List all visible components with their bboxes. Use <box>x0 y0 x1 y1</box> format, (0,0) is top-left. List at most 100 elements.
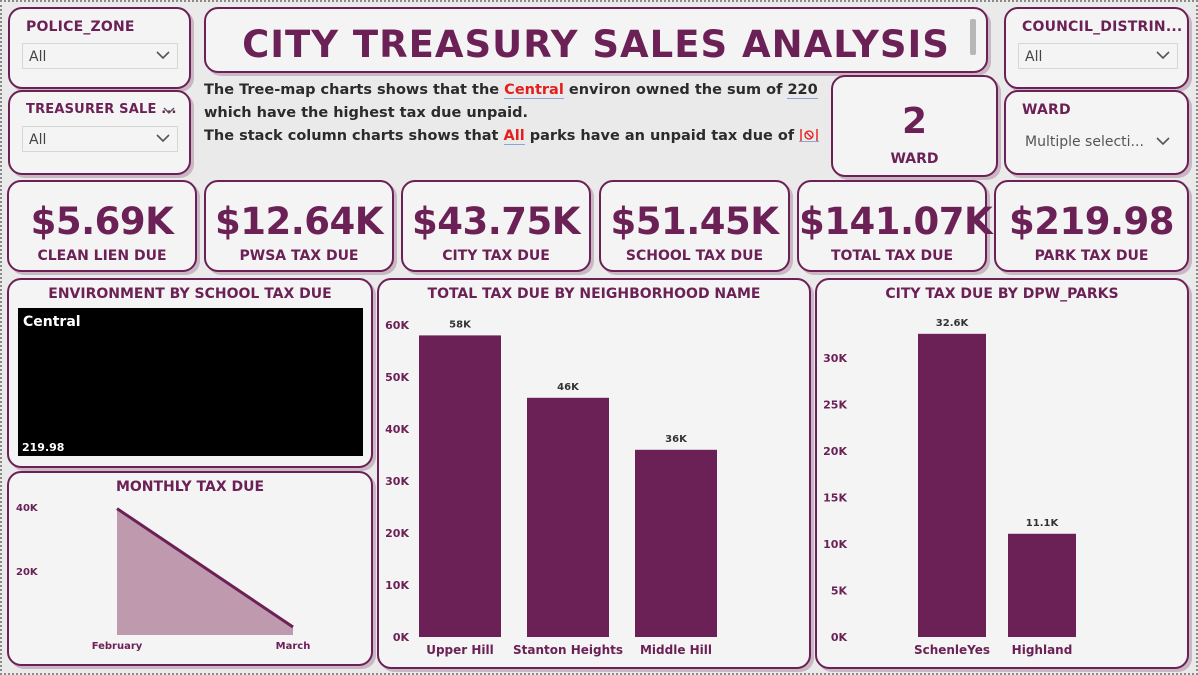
kpi-value: $12.64K <box>215 200 383 243</box>
chart-title: ENVIRONMENT BY SCHOOL TAX DUE <box>48 286 332 302</box>
kpi-value: $43.75K <box>412 200 580 243</box>
error-icon <box>799 127 820 142</box>
police-zone-dropdown[interactable]: All <box>22 43 178 69</box>
monthly-area-panel[interactable]: MONTHLY TAX DUE 40K 20K February March <box>7 471 373 666</box>
bar <box>1008 533 1076 637</box>
data-label: 36K <box>665 434 688 445</box>
data-label: 11.1K <box>1026 518 1060 529</box>
narrative-value: 220 <box>787 82 818 99</box>
area-fill <box>117 508 293 635</box>
kpi-label: CITY TAX DUE <box>442 248 550 264</box>
bar <box>918 333 986 637</box>
smart-narrative: The Tree-map charts shows that the Centr… <box>204 79 824 148</box>
treasurer-sale-slicer[interactable]: TREASURER SALE ... All <box>8 90 191 175</box>
chevron-down-icon[interactable] <box>155 130 170 144</box>
kpi-park-tax-due: $219.98 PARK TAX DUE <box>994 180 1189 272</box>
narrative-line: The stack column charts shows that All p… <box>204 125 824 148</box>
y-tick-label: 0K <box>393 631 410 644</box>
treemap-tile-central[interactable]: Central 219.98 <box>18 308 363 456</box>
chevron-down-icon[interactable] <box>1155 47 1170 61</box>
kpi-pwsa-tax-due: $12.64K PWSA TAX DUE <box>204 180 394 272</box>
y-tick-label: 20K <box>16 567 39 578</box>
neighborhood-bar-panel[interactable]: TOTAL TAX DUE BY NEIGHBORHOOD NAME 60K 50… <box>377 278 811 669</box>
ward-count-value: 2 <box>901 101 928 142</box>
council-district-dropdown[interactable]: All <box>1018 43 1178 69</box>
treasurer-sale-dropdown[interactable]: All <box>22 126 178 152</box>
neighborhood-bar-chart: 60K 50K 40K 30K 20K 10K 0K 58K Upper Hill 46K Stan… <box>385 319 717 657</box>
title-card: CITY TREASURY SALES ANALYSIS <box>204 7 988 73</box>
ward-count-label: WARD <box>890 151 939 167</box>
x-tick-label: Middle Hill <box>640 643 712 657</box>
treemap-tile-label: Central <box>23 314 81 330</box>
kpi-value: $5.69K <box>30 200 174 243</box>
kpi-value: $51.45K <box>610 200 779 243</box>
kpi-label: PWSA TAX DUE <box>239 248 359 264</box>
y-tick-label: 20K <box>385 527 409 540</box>
bar <box>635 449 717 637</box>
chart-title: CITY TAX DUE BY DPW_PARKS <box>885 286 1119 302</box>
y-tick-label: 10K <box>385 579 409 592</box>
police-zone-slicer[interactable]: POLICE_ZONE All <box>8 7 191 89</box>
dropdown-value: All <box>29 132 47 148</box>
x-tick-label: Highland <box>1012 643 1073 657</box>
y-tick-label: 5K <box>831 585 848 598</box>
dropdown-value: Multiple selecti... <box>1025 134 1144 150</box>
ward-slicer[interactable]: WARD Multiple selecti... <box>1004 90 1189 175</box>
narrative-highlight: Central <box>504 82 564 99</box>
ward-count-card: 2 WARD <box>831 75 998 177</box>
y-tick-label: 10K <box>823 538 847 551</box>
y-tick-label: 20K <box>823 445 847 458</box>
chart-title: MONTHLY TAX DUE <box>115 479 265 495</box>
chevron-down-icon[interactable] <box>155 47 170 61</box>
narrative-line: The Tree-map charts shows that the Centr… <box>204 82 818 99</box>
dpw-parks-bar-chart: 30K 25K 20K 15K 10K 5K 0K 32.6K SchenleYes 11.1K H… <box>823 318 1076 657</box>
x-tick-label: March <box>276 641 311 652</box>
kpi-value: $141.07K <box>799 200 993 243</box>
kpi-total-tax-due: $141.07K TOTAL TAX DUE <box>797 180 993 272</box>
slicer-title: POLICE_ZONE <box>26 19 135 35</box>
data-label: 32.6K <box>936 318 970 329</box>
kpi-school-tax-due: $51.45K SCHOOL TAX DUE <box>599 180 790 272</box>
y-tick-label: 30K <box>823 352 847 365</box>
kpi-label: CLEAN LIEN DUE <box>37 248 167 264</box>
y-tick-label: 25K <box>823 399 847 412</box>
kpi-label: PARK TAX DUE <box>1034 248 1149 264</box>
data-label: 58K <box>449 319 472 330</box>
dpw-parks-bar-panel[interactable]: CITY TAX DUE BY DPW_PARKS 30K 25K 20K 15K 10… <box>815 278 1189 669</box>
scrollbar[interactable] <box>970 19 976 55</box>
y-tick-label: 50K <box>385 371 409 384</box>
chevron-down-icon[interactable] <box>162 102 176 121</box>
dropdown-value: All <box>29 49 47 65</box>
council-district-slicer[interactable]: COUNCIL_DISTRIN... All <box>1004 7 1189 89</box>
bar <box>419 335 501 637</box>
x-tick-label: February <box>92 641 143 652</box>
slicer-title: COUNCIL_DISTRIN... <box>1022 19 1183 35</box>
data-label: 46K <box>557 382 580 393</box>
x-tick-label: Stanton Heights <box>513 643 623 657</box>
bar <box>527 397 609 637</box>
monthly-area-chart: 40K 20K February March <box>16 503 311 652</box>
kpi-city-tax-due: $43.75K CITY TAX DUE <box>401 180 591 272</box>
kpi-label: TOTAL TAX DUE <box>830 248 954 264</box>
slicer-title: WARD <box>1022 102 1071 118</box>
kpi-value: $219.98 <box>1008 200 1175 243</box>
kpi-clean-lien-due: $5.69K CLEAN LIEN DUE <box>7 180 197 272</box>
kpi-label: SCHOOL TAX DUE <box>625 248 764 264</box>
y-tick-label: 15K <box>823 492 847 505</box>
dropdown-value: All <box>1025 49 1043 65</box>
ward-dropdown[interactable]: Multiple selecti... <box>1018 126 1178 152</box>
y-tick-label: 60K <box>385 319 409 332</box>
series-line <box>116 507 294 629</box>
x-tick-label: SchenleYes <box>914 643 990 657</box>
treemap-panel[interactable]: ENVIRONMENT BY SCHOOL TAX DUE Central 21… <box>7 278 373 468</box>
narrative-highlight: All <box>503 128 525 145</box>
chevron-down-icon[interactable] <box>1155 133 1170 147</box>
treemap-tile-value: 219.98 <box>22 441 65 454</box>
y-tick-label: 40K <box>16 503 39 514</box>
y-tick-label: 30K <box>385 475 409 488</box>
x-tick-label: Upper Hill <box>426 643 494 657</box>
chart-title: TOTAL TAX DUE BY NEIGHBORHOOD NAME <box>427 286 761 302</box>
narrative-line: which have the highest tax due unpaid. <box>204 105 529 121</box>
y-tick-label: 40K <box>385 423 409 436</box>
